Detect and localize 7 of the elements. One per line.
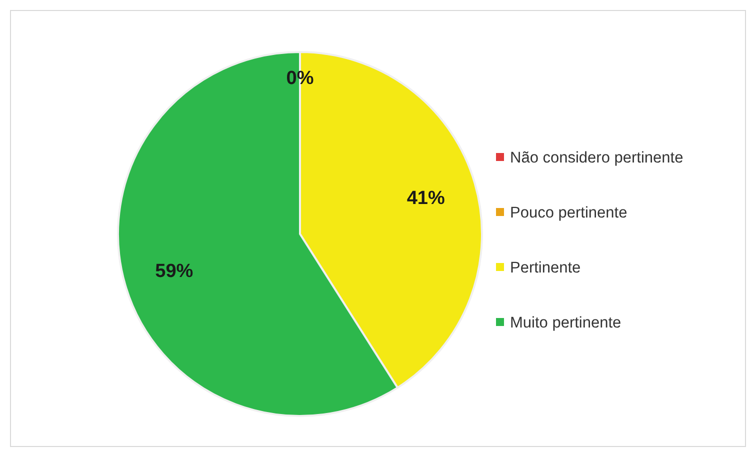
legend-label: Não considero pertinente bbox=[510, 149, 684, 166]
legend-label: Pertinente bbox=[510, 259, 581, 276]
data-label: 41% bbox=[406, 188, 445, 210]
text: 0% bbox=[286, 68, 314, 90]
data-label: 59% bbox=[155, 261, 194, 282]
legend-label: Muito pertinente bbox=[510, 314, 622, 332]
legend-label: Pouco pertinente bbox=[510, 204, 628, 222]
